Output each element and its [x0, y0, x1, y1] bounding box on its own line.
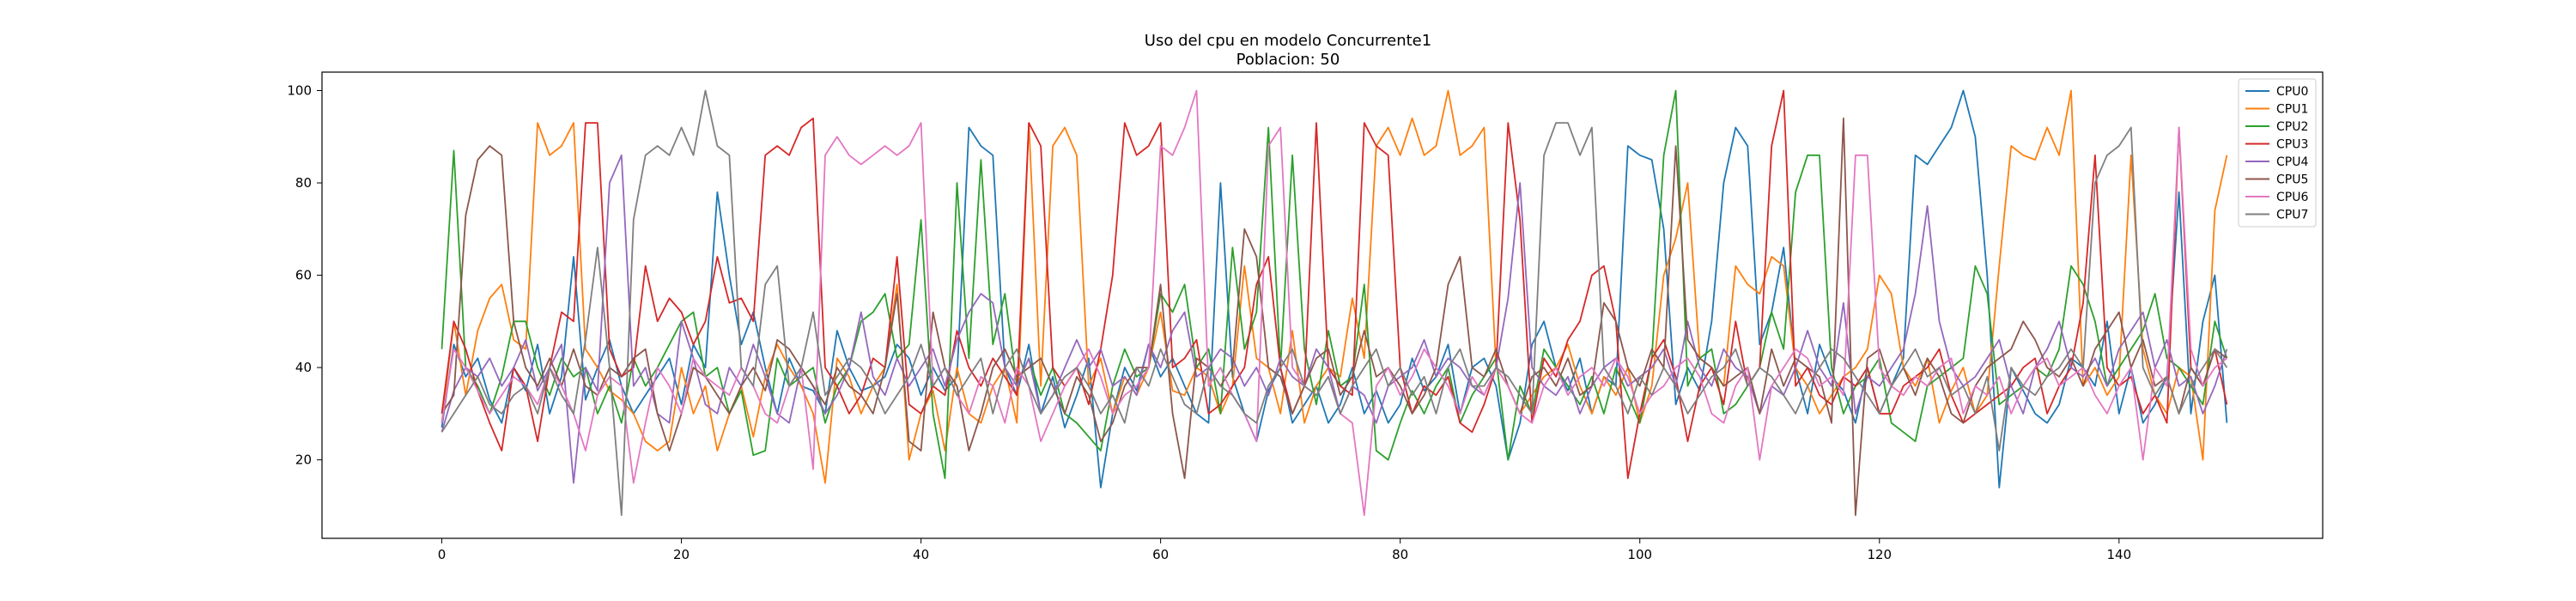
legend-label: CPU6 [2276, 191, 2308, 204]
series-line-cpu5 [440, 117, 2227, 516]
series-line-cpu7 [440, 89, 2228, 516]
series-line-cpu3 [440, 89, 2228, 479]
series-line-cpu4 [440, 154, 2228, 484]
y-tick-label: 80 [295, 175, 312, 191]
series-line-cpu2 [440, 89, 2228, 479]
x-tick-label: 40 [913, 547, 929, 562]
chart-title: Uso del cpu en modelo Concurrente1 [1145, 32, 1431, 50]
legend-label: CPU7 [2276, 209, 2308, 222]
legend: CPU0 CPU1 CPU2 CPU3 CPU4 CPU5 CPU6 CPU7 [2238, 78, 2317, 228]
x-tick-label: 20 [673, 547, 690, 562]
x-tick-label: 120 [1867, 547, 1892, 562]
chart-subtitle: Poblacion: 50 [1236, 51, 1340, 69]
x-tick-label: 140 [2106, 547, 2131, 562]
legend-label: CPU4 [2276, 155, 2308, 169]
axes-frame [321, 71, 2324, 539]
y-tick-label: 100 [287, 83, 312, 99]
x-tick-label: 80 [1392, 547, 1408, 562]
legend-label: CPU0 [2276, 85, 2308, 99]
x-tick-label: 100 [1627, 547, 1652, 562]
legend-label: CPU2 [2276, 120, 2308, 134]
y-tick-label: 20 [295, 452, 312, 468]
axis-ticks: 0 20 40 60 80 100 120 140 20 40 60 80 100 [287, 83, 2131, 562]
legend-label: CPU1 [2276, 103, 2308, 117]
y-tick-label: 60 [295, 268, 312, 283]
plot-area [440, 89, 2228, 516]
x-tick-label: 60 [1152, 547, 1169, 562]
y-tick-label: 40 [295, 360, 312, 375]
legend-label: CPU3 [2276, 138, 2308, 152]
x-tick-label: 0 [438, 547, 447, 562]
legend-box [2238, 78, 2317, 228]
legend-label: CPU5 [2276, 173, 2308, 187]
